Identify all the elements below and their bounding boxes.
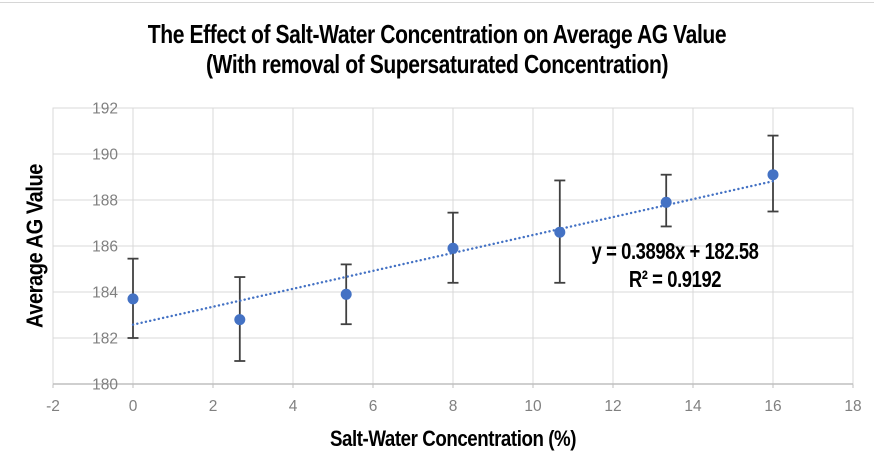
x-tick-label: 12 [604,398,621,415]
y-tick-label: 180 [92,377,118,394]
data-point[interactable] [767,169,779,181]
y-tick-label: 190 [92,147,118,164]
equation-line: y = 0.3898x + 182.58 [591,238,759,264]
window-top-border [0,2,874,3]
y-tick-label: 186 [92,239,118,256]
y-tick-label: 192 [92,101,118,118]
x-axis-title: Salt-Water Concentration (%) [329,426,577,451]
x-tick-label: 4 [289,398,298,415]
y-tick-label: 184 [92,285,118,302]
chart-title-line1: The Effect of Salt-Water Concentration o… [147,19,727,49]
x-tick-label: 8 [449,398,458,415]
x-tick-label: 10 [524,398,542,415]
x-tick-label: 18 [844,398,861,415]
chart-title-line2: (With removal of Supersaturated Concentr… [205,49,669,79]
x-tick-label: -2 [46,398,60,415]
x-tick-label: 0 [129,398,138,415]
r-squared-line: R² = 0.9192 [628,266,722,292]
x-tick-label: 6 [369,398,378,415]
data-point[interactable] [447,242,459,254]
trendline-equation-label[interactable]: y = 0.3898x + 182.58 R² = 0.9192 [592,237,759,293]
y-tick-label: 182 [92,331,118,348]
chart-title: The Effect of Salt-Water Concentration o… [83,19,791,79]
y-tick-label: 188 [92,193,118,210]
data-point[interactable] [554,226,566,238]
x-tick-label: 2 [209,398,218,415]
data-point[interactable] [127,293,139,305]
data-point[interactable] [340,288,352,300]
x-tick-label: 14 [684,398,702,415]
x-tick-label: 16 [764,398,781,415]
data-point[interactable] [660,196,672,208]
data-point[interactable] [234,314,246,326]
